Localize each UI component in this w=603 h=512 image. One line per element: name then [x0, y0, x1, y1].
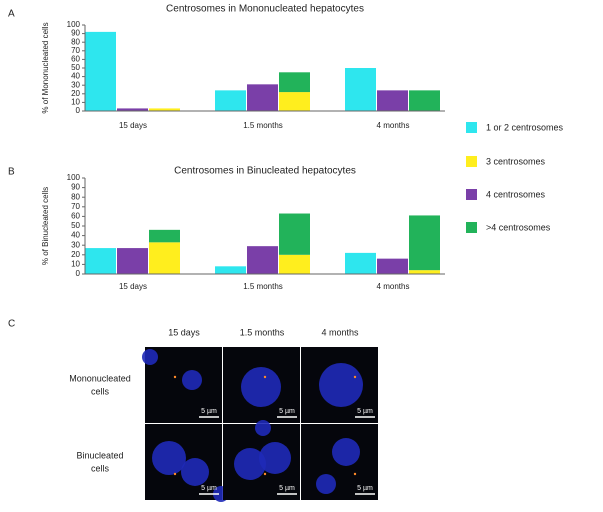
- nucleus: [142, 349, 158, 365]
- nucleus: [259, 442, 291, 474]
- bar: [345, 68, 376, 111]
- bar: [149, 108, 180, 111]
- y-tick-label: 20: [71, 250, 80, 259]
- column-header: 4 months: [321, 327, 359, 337]
- y-tick-label: 30: [71, 80, 80, 89]
- scale-bar-label: 5 µm: [279, 485, 295, 492]
- panel-letter: C: [8, 319, 15, 330]
- centrosome: [173, 375, 177, 379]
- scale-bar-label: 5 µm: [201, 485, 217, 492]
- scale-bar-label: 5 µm: [357, 485, 373, 492]
- y-tick-label: 60: [71, 212, 80, 221]
- legend-swatch: [466, 156, 477, 167]
- chart-title: Centrosomes in Binucleated hepatocytes: [174, 166, 356, 177]
- centrosome: [173, 472, 177, 476]
- row-label: Mononucleated cells: [69, 374, 131, 397]
- y-tick-label: 80: [71, 192, 80, 201]
- y-axis-label: % of Mononucleated cells: [41, 22, 50, 113]
- chart-title: Centrosomes in Mononucleated hepatocytes: [166, 4, 364, 15]
- legend-swatch: [466, 222, 477, 233]
- bar: [85, 31, 116, 112]
- bar: [409, 90, 440, 111]
- bar: [377, 258, 408, 274]
- y-tick-label: 20: [71, 89, 80, 98]
- centrosome: [263, 375, 267, 379]
- y-tick-label: 60: [71, 55, 80, 64]
- y-tick-label: 90: [71, 29, 80, 38]
- bar: [117, 248, 148, 274]
- bar: [279, 92, 310, 111]
- y-tick-label: 70: [71, 202, 80, 211]
- nucleus: [332, 438, 360, 466]
- column-header: 1.5 months: [240, 327, 285, 337]
- nucleus: [234, 448, 266, 480]
- y-tick-label: 10: [71, 98, 80, 107]
- bar: [149, 242, 180, 274]
- y-tick-label: 40: [71, 231, 80, 240]
- y-tick-label: 50: [71, 63, 80, 72]
- nucleus: [182, 370, 202, 390]
- x-tick-label: 1.5 months: [243, 121, 283, 130]
- legend-label: 3 centrosomes: [486, 156, 546, 166]
- bar: [279, 72, 310, 93]
- y-tick-label: 100: [67, 173, 81, 182]
- row-label: Binucleated cells: [76, 451, 123, 474]
- nucleus: [152, 441, 186, 475]
- scale-bar-label: 5 µm: [201, 408, 217, 415]
- centrosome: [353, 375, 357, 379]
- nucleus: [241, 367, 281, 407]
- y-axis-label: % of Binucleated cells: [41, 187, 50, 265]
- y-tick-label: 70: [71, 46, 80, 55]
- centrosome: [353, 472, 357, 476]
- y-tick-label: 80: [71, 37, 80, 46]
- legend-swatch: [466, 122, 477, 133]
- nucleus: [316, 474, 336, 494]
- bar: [215, 266, 246, 274]
- bar: [85, 248, 116, 274]
- panel-letter: A: [8, 9, 15, 20]
- x-tick-label: 4 months: [377, 282, 410, 291]
- y-tick-label: 100: [67, 20, 81, 29]
- y-tick-label: 40: [71, 72, 80, 81]
- y-tick-label: 0: [76, 269, 81, 278]
- x-tick-label: 1.5 months: [243, 282, 283, 291]
- bar: [215, 90, 246, 111]
- nucleus: [255, 420, 271, 436]
- legend-label: >4 centrosomes: [486, 222, 551, 232]
- y-tick-label: 50: [71, 221, 80, 230]
- legend-swatch: [466, 189, 477, 200]
- legend-label: 1 or 2 centrosomes: [486, 122, 564, 132]
- bar: [247, 246, 278, 274]
- nucleus: [181, 458, 209, 486]
- x-tick-label: 4 months: [377, 121, 410, 130]
- scale-bar-label: 5 µm: [279, 408, 295, 415]
- bar: [279, 213, 310, 255]
- centrosome: [263, 472, 267, 476]
- legend-label: 4 centrosomes: [486, 189, 546, 199]
- bar: [117, 108, 148, 111]
- bar: [149, 229, 180, 243]
- y-tick-label: 0: [76, 106, 81, 115]
- bar: [247, 84, 278, 111]
- x-tick-label: 15 days: [119, 282, 147, 291]
- y-tick-label: 10: [71, 260, 80, 269]
- bar: [409, 215, 440, 271]
- bar: [279, 254, 310, 274]
- panel-letter: B: [8, 167, 15, 178]
- scale-bar-label: 5 µm: [357, 408, 373, 415]
- y-tick-label: 30: [71, 240, 80, 249]
- nucleus: [319, 363, 363, 407]
- column-header: 15 days: [168, 327, 200, 337]
- bar: [345, 252, 376, 274]
- bar: [409, 270, 440, 274]
- x-tick-label: 15 days: [119, 121, 147, 130]
- y-tick-label: 90: [71, 183, 80, 192]
- bar: [377, 90, 408, 111]
